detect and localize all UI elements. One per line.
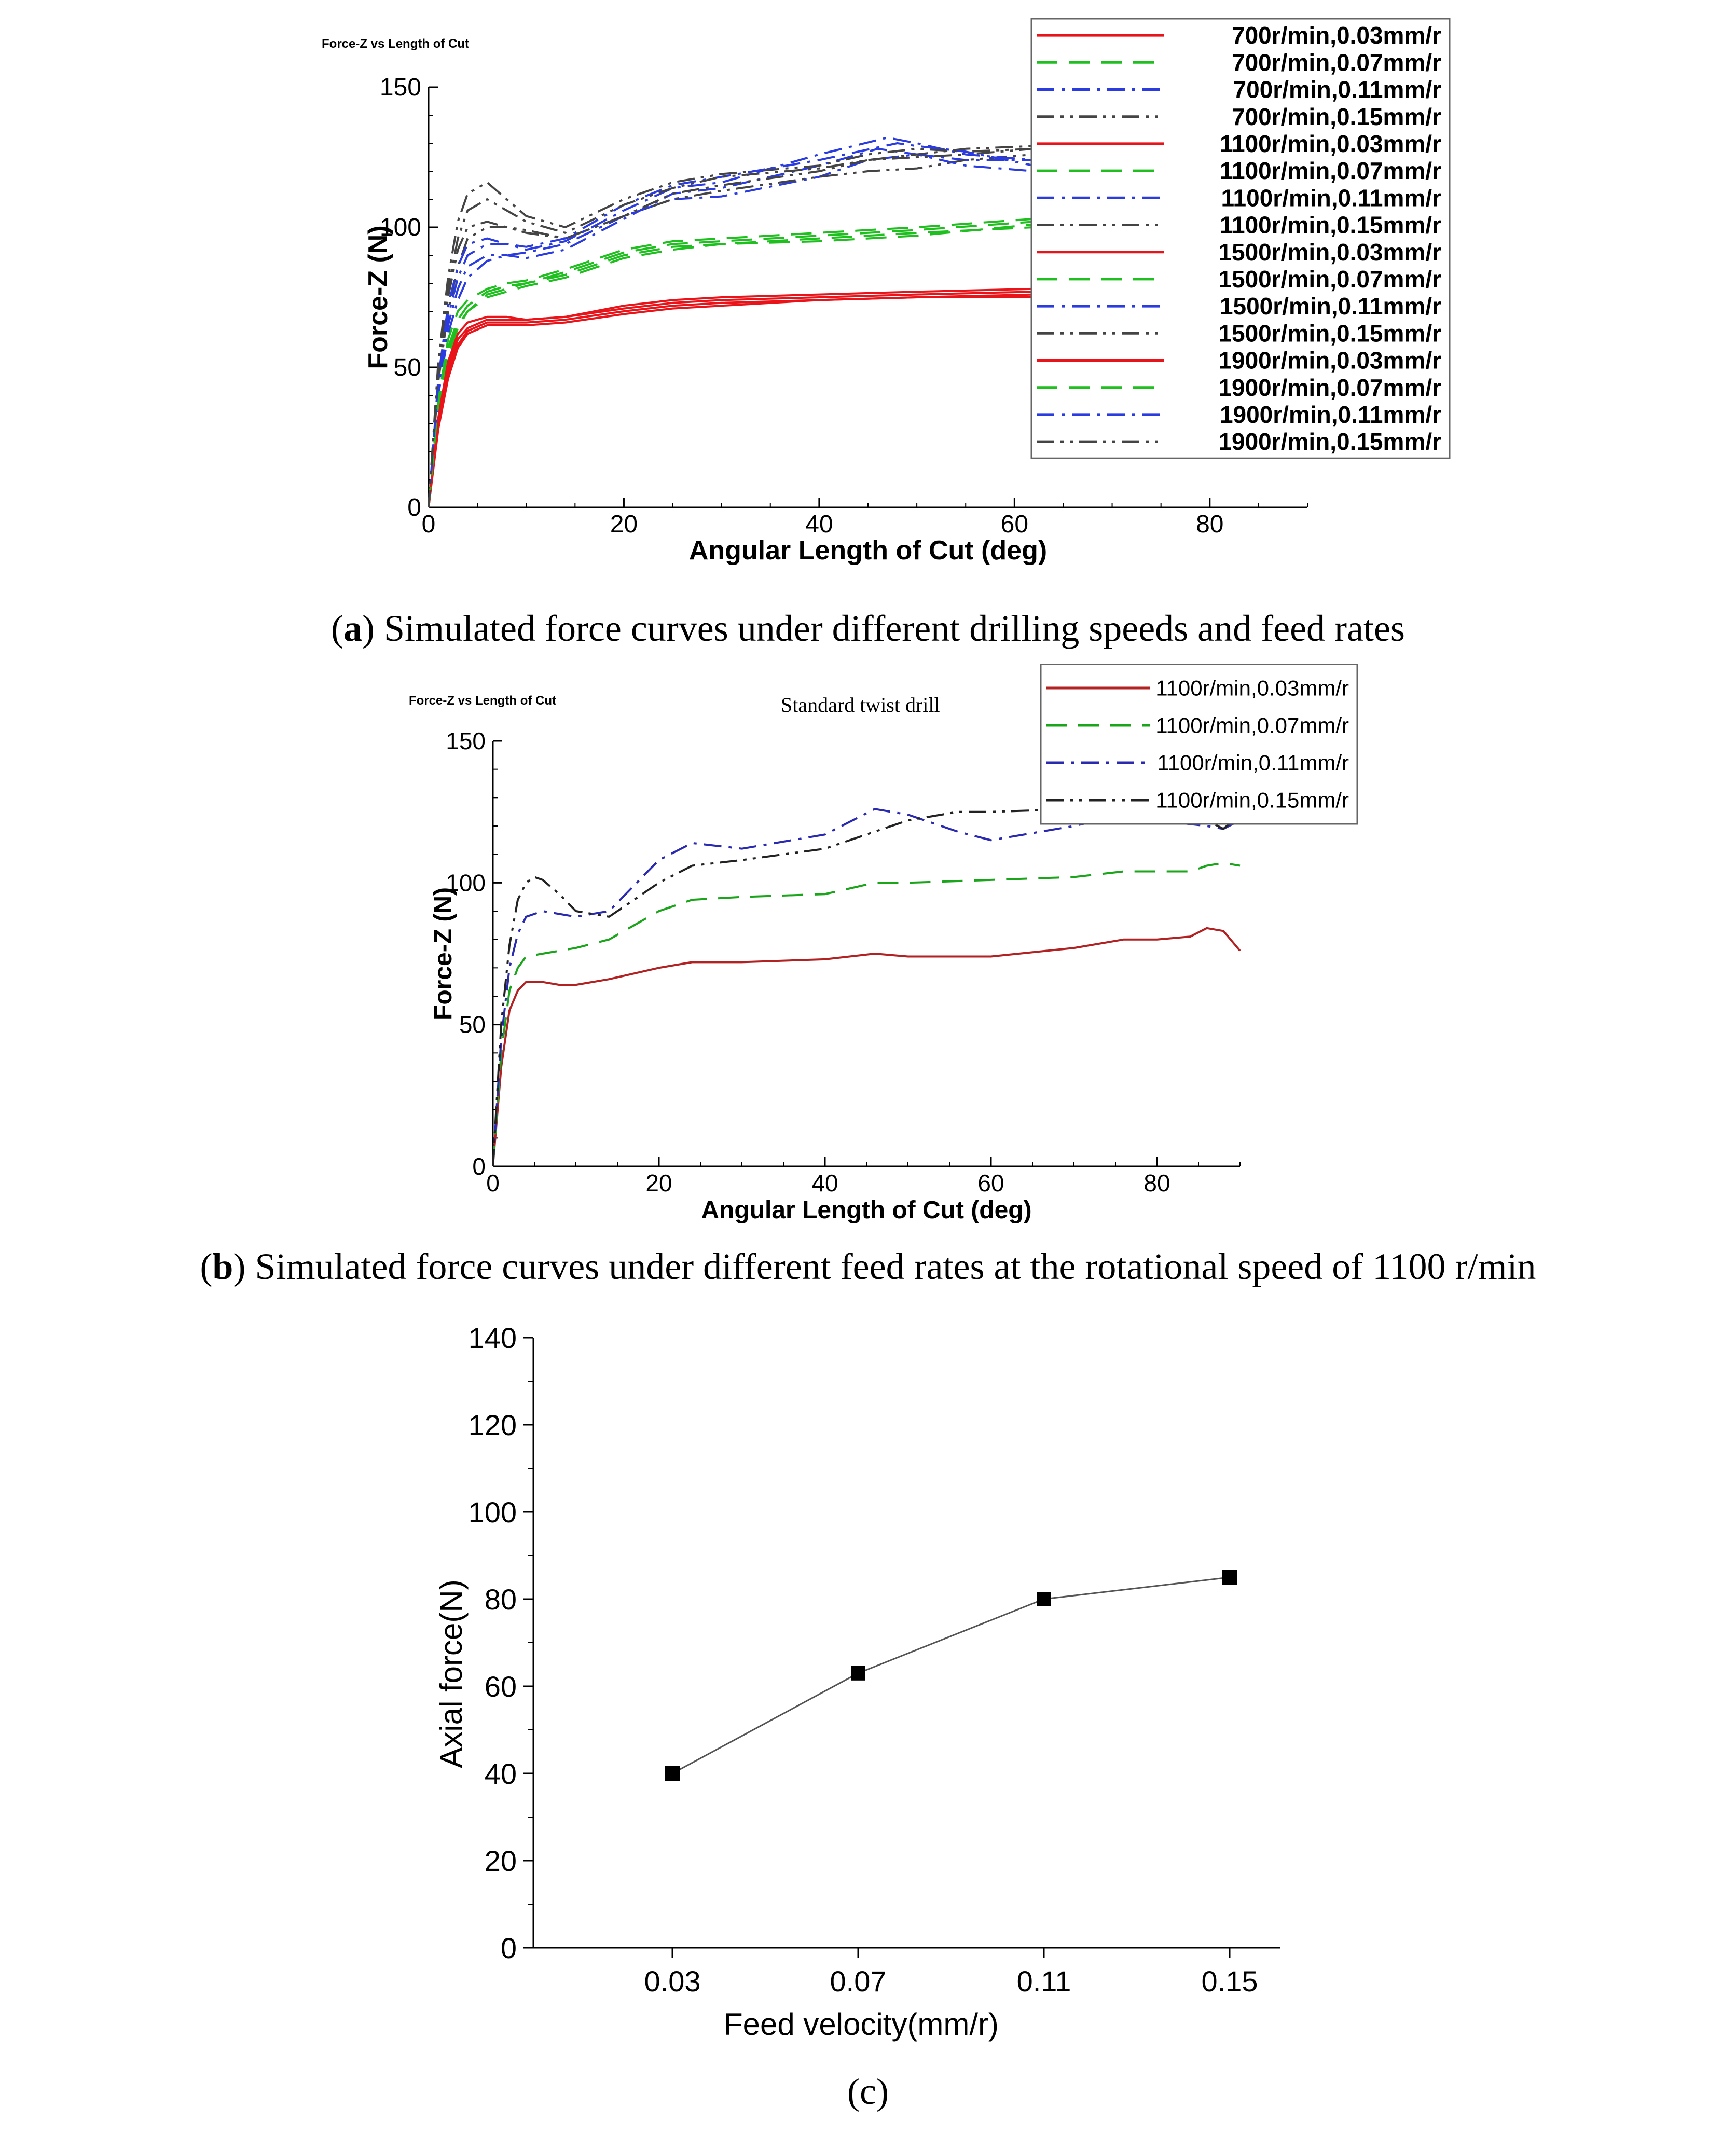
legend-label-11: 1500r/min,0.11mm/r [1220, 293, 1441, 320]
series-line-3 [492, 808, 1241, 1167]
series-line-16 [428, 145, 1035, 508]
x-tick-label: 0 [486, 1169, 500, 1196]
caption-b-letter: b [212, 1246, 233, 1287]
y-axis-title: Force-Z (N) [363, 225, 393, 369]
y-tick-label: 0 [501, 1932, 517, 1964]
legend-label-2: 1100r/min,0.07mm/r [1155, 713, 1349, 738]
caption-b: (b) Simulated force curves under differe… [200, 1246, 1536, 1287]
y-tick-label: 100 [469, 1496, 517, 1529]
series-line-10 [428, 221, 1035, 508]
x-tick-label: 0.15 [1202, 1965, 1258, 1998]
y-tick-label: 150 [380, 74, 421, 101]
chart-annotation: Standard twist drill [781, 693, 940, 717]
legend-label-4: 700r/min,0.15mm/r [1232, 103, 1441, 130]
x-axis-title: Feed velocity(mm/r) [724, 2007, 999, 2042]
data-point [851, 1666, 865, 1681]
caption-a-letter: a [343, 608, 363, 649]
series-line-8 [428, 147, 1035, 508]
series-line-12 [428, 147, 1035, 508]
series-line-2 [428, 226, 1035, 508]
caption-c: (c) [847, 2071, 889, 2112]
legend-label-6: 1100r/min,0.07mm/r [1220, 157, 1441, 184]
series-line-1 [492, 927, 1241, 1167]
series-line-15 [428, 142, 1035, 508]
y-tick-label: 100 [380, 214, 421, 241]
y-axis-title: Axial force(N) [434, 1579, 469, 1768]
y-tick-label: 50 [459, 1011, 486, 1038]
y-tick-label: 60 [485, 1670, 517, 1703]
legend-label-13: 1900r/min,0.03mm/r [1218, 347, 1441, 374]
y-tick-label: 100 [446, 869, 486, 896]
series-line-13 [428, 287, 1035, 508]
y-tick-label: 150 [446, 727, 486, 754]
x-tick-label: 60 [1001, 511, 1028, 538]
caption-b-text: Simulated force curves under different f… [245, 1246, 1536, 1287]
x-tick-label: 0.03 [644, 1965, 701, 1998]
legend-label-2: 700r/min,0.07mm/r [1232, 49, 1441, 76]
x-tick-label: 0.07 [830, 1965, 887, 1998]
x-tick-label: 0 [422, 511, 436, 538]
legend-label-3: 700r/min,0.11mm/r [1233, 76, 1442, 103]
y-tick-label: 0 [472, 1153, 486, 1180]
series-line-3 [428, 153, 1034, 508]
legend-label-12: 1500r/min,0.15mm/r [1218, 320, 1441, 347]
legend-box [1030, 18, 1451, 459]
y-tick-label: 80 [485, 1583, 517, 1616]
chart-a: Force-Z vs Length of Cut 0 20 40 60 80 0 50 100 1… [322, 18, 1451, 566]
series-line-6 [428, 223, 1035, 508]
series-line-2 [492, 862, 1241, 1167]
series-line-9 [428, 291, 1035, 508]
x-axis-title: Angular Length of Cut (deg) [689, 535, 1047, 566]
caption-a: (a) Simulated force curves under differe… [331, 608, 1405, 649]
legend-label-1: 700r/min,0.03mm/r [1232, 22, 1441, 49]
x-tick-label: 60 [977, 1169, 1004, 1196]
x-tick-label: 40 [805, 511, 833, 538]
x-tick-label: 80 [1196, 511, 1223, 538]
chart-b: Force-Z vs Length of Cut Standard twist d… [409, 664, 1358, 1224]
series-line-7 [428, 147, 1035, 508]
x-tick-label: 0.11 [1017, 1965, 1071, 1998]
series-line [672, 1576, 1230, 1774]
chart-c: 0 20 40 60 80 100 120 140 0.03 0.07 0.11 0.15 Feed v… [434, 1322, 1280, 2042]
data-point [1037, 1592, 1051, 1606]
caption-a-text: Simulated force curves under different d… [375, 608, 1405, 649]
y-tick-label: 50 [394, 354, 421, 381]
legend-label-8: 1100r/min,0.15mm/r [1220, 212, 1441, 239]
caption-c-letter: c [860, 2071, 876, 2112]
legend-label-14: 1900r/min,0.07mm/r [1218, 374, 1441, 401]
series-line-4 [428, 153, 1035, 508]
x-tick-label: 20 [645, 1169, 672, 1196]
legend-label-3: 1100r/min,0.11mm/r [1157, 751, 1349, 775]
y-axis-title: Force-Z (N) [430, 887, 457, 1020]
y-tick-label: 120 [469, 1409, 517, 1441]
legend-label-9: 1500r/min,0.03mm/r [1218, 239, 1441, 266]
x-axis-title: Angular Length of Cut (deg) [701, 1196, 1031, 1224]
legend-label-15: 1900r/min,0.11mm/r [1220, 401, 1441, 428]
y-tick-label: 140 [469, 1322, 517, 1354]
y-tick-label: 40 [485, 1757, 517, 1790]
legend-label-1: 1100r/min,0.03mm/r [1155, 676, 1349, 700]
data-point [1222, 1570, 1237, 1585]
series-line-1 [428, 293, 1035, 508]
legend-label-4: 1100r/min,0.15mm/r [1155, 788, 1349, 813]
series-line-14 [428, 217, 1035, 508]
legend-label-16: 1900r/min,0.15mm/r [1218, 428, 1441, 455]
legend-box [1040, 664, 1358, 825]
x-tick-label: 20 [610, 511, 638, 538]
chart-title: Force-Z vs Length of Cut [409, 694, 556, 708]
chart-title: Force-Z vs Length of Cut [322, 37, 469, 51]
x-tick-label: 40 [811, 1169, 838, 1196]
y-tick-label: 20 [485, 1845, 517, 1877]
data-point [665, 1766, 680, 1781]
y-tick-label: 0 [407, 494, 421, 521]
series-line-4 [492, 802, 1241, 1167]
legend-label-7: 1100r/min,0.11mm/r [1221, 184, 1441, 211]
series-line-5 [428, 296, 1034, 508]
legend-label-10: 1500r/min,0.07mm/r [1218, 266, 1441, 293]
series-line-11 [428, 136, 1035, 508]
legend-label-5: 1100r/min,0.03mm/r [1220, 130, 1441, 157]
x-tick-label: 80 [1143, 1169, 1170, 1196]
